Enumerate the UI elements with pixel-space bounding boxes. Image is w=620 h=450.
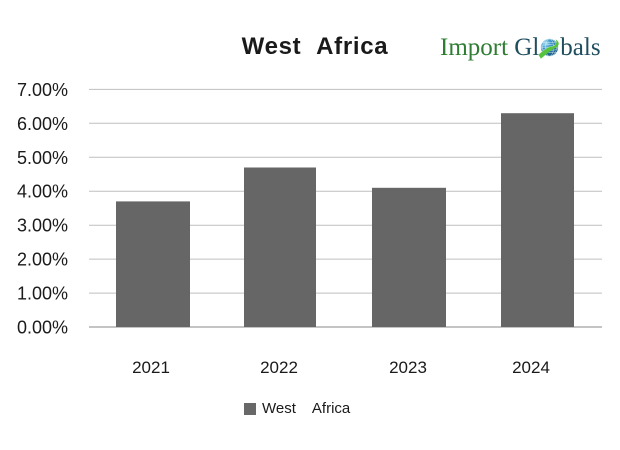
- svg-text:7.00%: 7.00%: [17, 80, 68, 100]
- svg-text:2021: 2021: [132, 358, 170, 377]
- svg-text:3.00%: 3.00%: [17, 216, 68, 236]
- svg-text:2023: 2023: [389, 358, 427, 377]
- svg-text:4.00%: 4.00%: [17, 182, 68, 202]
- svg-text:2022: 2022: [260, 358, 298, 377]
- svg-text:5.00%: 5.00%: [17, 148, 68, 168]
- svg-text:1.00%: 1.00%: [17, 284, 68, 304]
- svg-text:2.00%: 2.00%: [17, 250, 68, 270]
- svg-text:0.00%: 0.00%: [17, 318, 68, 338]
- svg-text:6.00%: 6.00%: [17, 114, 68, 134]
- svg-text:2024: 2024: [512, 358, 550, 377]
